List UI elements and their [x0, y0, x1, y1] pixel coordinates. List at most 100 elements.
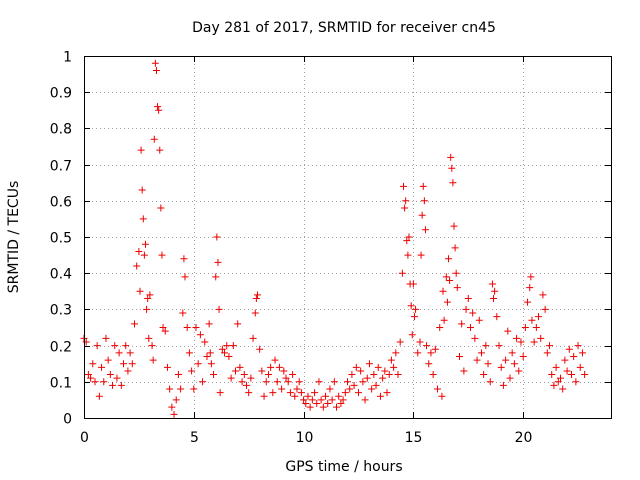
data-point	[157, 204, 165, 212]
data-point	[106, 371, 114, 379]
data-point	[409, 280, 417, 288]
data-point	[100, 378, 108, 386]
data-point	[453, 284, 461, 292]
data-point	[273, 378, 281, 386]
data-point	[517, 338, 525, 346]
data-point	[326, 385, 334, 393]
data-point	[93, 342, 101, 350]
data-point	[145, 334, 153, 342]
data-point	[141, 240, 149, 248]
data-point	[333, 403, 341, 411]
data-point	[113, 374, 121, 382]
data-point	[398, 269, 406, 277]
data-point	[528, 316, 536, 324]
data-point	[480, 371, 488, 379]
data-point	[286, 389, 294, 397]
data-point	[201, 338, 209, 346]
data-point	[499, 381, 507, 389]
data-point	[117, 381, 125, 389]
data-point	[324, 400, 332, 408]
data-point	[185, 349, 193, 357]
data-point	[429, 371, 437, 379]
data-point	[87, 374, 95, 382]
data-point	[488, 280, 496, 288]
x-tick-label: 5	[190, 430, 199, 446]
data-point	[291, 392, 299, 400]
data-point	[199, 378, 207, 386]
data-point	[247, 374, 255, 382]
data-point	[284, 378, 292, 386]
data-point	[115, 349, 123, 357]
data-point	[319, 403, 327, 411]
x-tick-label: 15	[405, 430, 423, 446]
data-point	[148, 342, 156, 350]
data-point	[440, 316, 448, 324]
data-point	[172, 396, 180, 404]
data-point	[546, 342, 554, 350]
data-point	[464, 295, 472, 303]
data-point	[502, 356, 510, 364]
data-point	[223, 342, 231, 350]
y-tick-label: 0.9	[50, 86, 72, 102]
chart-title: Day 281 of 2017, SRMTID for receiver cn4…	[192, 20, 496, 36]
data-point	[458, 320, 466, 328]
data-point	[390, 363, 398, 371]
data-point	[180, 255, 188, 263]
data-point	[258, 367, 266, 375]
data-point	[306, 403, 314, 411]
data-point	[482, 342, 490, 350]
data-point	[412, 305, 420, 313]
data-point	[271, 356, 279, 364]
data-point	[354, 389, 362, 397]
data-point	[196, 331, 204, 339]
data-point	[302, 400, 310, 408]
data-point	[451, 244, 459, 252]
data-point	[238, 378, 246, 386]
data-point	[559, 385, 567, 393]
data-point	[365, 360, 373, 368]
data-point	[212, 273, 220, 281]
data-point	[159, 324, 167, 331]
data-point	[253, 291, 261, 299]
data-point	[280, 367, 288, 375]
data-point	[111, 342, 119, 350]
data-point	[335, 392, 343, 400]
data-point	[242, 381, 250, 389]
data-point	[350, 381, 358, 389]
data-point	[495, 342, 503, 350]
data-point	[539, 291, 547, 299]
data-point	[89, 360, 97, 368]
data-point	[348, 371, 356, 379]
data-point	[161, 327, 169, 335]
data-point	[404, 251, 412, 259]
data-point	[519, 352, 527, 360]
data-point	[527, 273, 535, 281]
data-point	[256, 345, 264, 353]
data-point	[192, 324, 200, 331]
data-point	[300, 396, 308, 404]
data-point	[550, 381, 558, 389]
data-point	[140, 251, 148, 259]
plot-frame	[84, 56, 612, 419]
data-point	[548, 371, 556, 379]
data-point	[177, 385, 185, 393]
data-point	[417, 251, 425, 259]
data-point	[381, 367, 389, 375]
data-point	[443, 298, 451, 306]
data-point	[205, 320, 213, 328]
data-point	[137, 146, 145, 154]
data-point	[368, 385, 376, 393]
data-point	[304, 392, 312, 400]
data-point	[190, 385, 198, 393]
data-point	[471, 334, 479, 342]
data-point	[225, 352, 233, 360]
data-point	[308, 396, 316, 404]
data-point	[510, 360, 518, 368]
data-point	[508, 349, 516, 357]
data-point	[133, 262, 141, 270]
data-point	[491, 287, 499, 295]
data-point	[251, 309, 259, 317]
data-point	[526, 284, 534, 292]
data-point	[163, 363, 171, 371]
